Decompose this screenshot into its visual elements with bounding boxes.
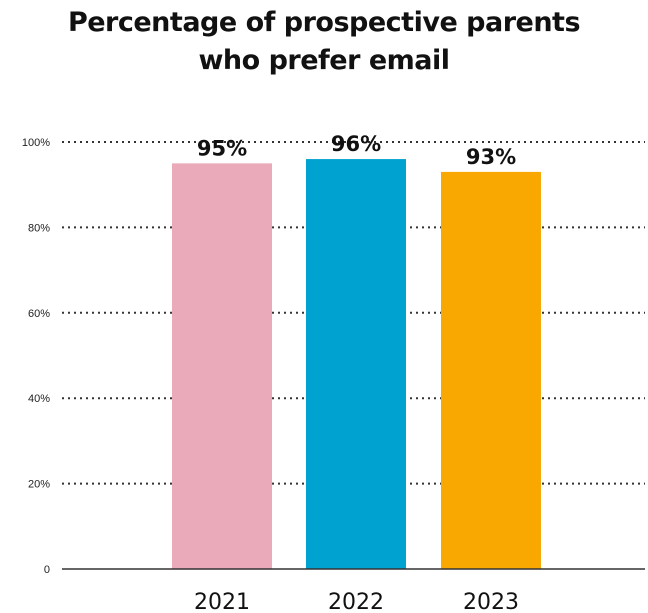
y-tick-label: 80% (28, 222, 50, 234)
y-tick-label: 60% (28, 308, 50, 320)
x-tick-label: 2022 (328, 590, 384, 613)
chart-title-line-2: who prefer email (198, 45, 450, 76)
data-label: 95% (197, 136, 247, 160)
x-tick-label: 2023 (463, 590, 519, 613)
y-tick-label: 20% (28, 479, 50, 491)
x-tick-label: 2021 (194, 590, 250, 613)
data-label: 96% (331, 132, 381, 156)
bar-2023 (441, 171, 541, 569)
bar-2022 (306, 159, 406, 569)
y-tick-label: 100% (22, 137, 50, 149)
bar-2021 (172, 163, 272, 569)
chart-title: Percentage of prospective parents who pr… (0, 4, 648, 80)
y-tick-label: 40% (28, 393, 50, 405)
y-tick-label: 0 (44, 564, 50, 576)
chart-title-line-1: Percentage of prospective parents (67, 7, 581, 38)
data-label: 93% (466, 145, 516, 169)
